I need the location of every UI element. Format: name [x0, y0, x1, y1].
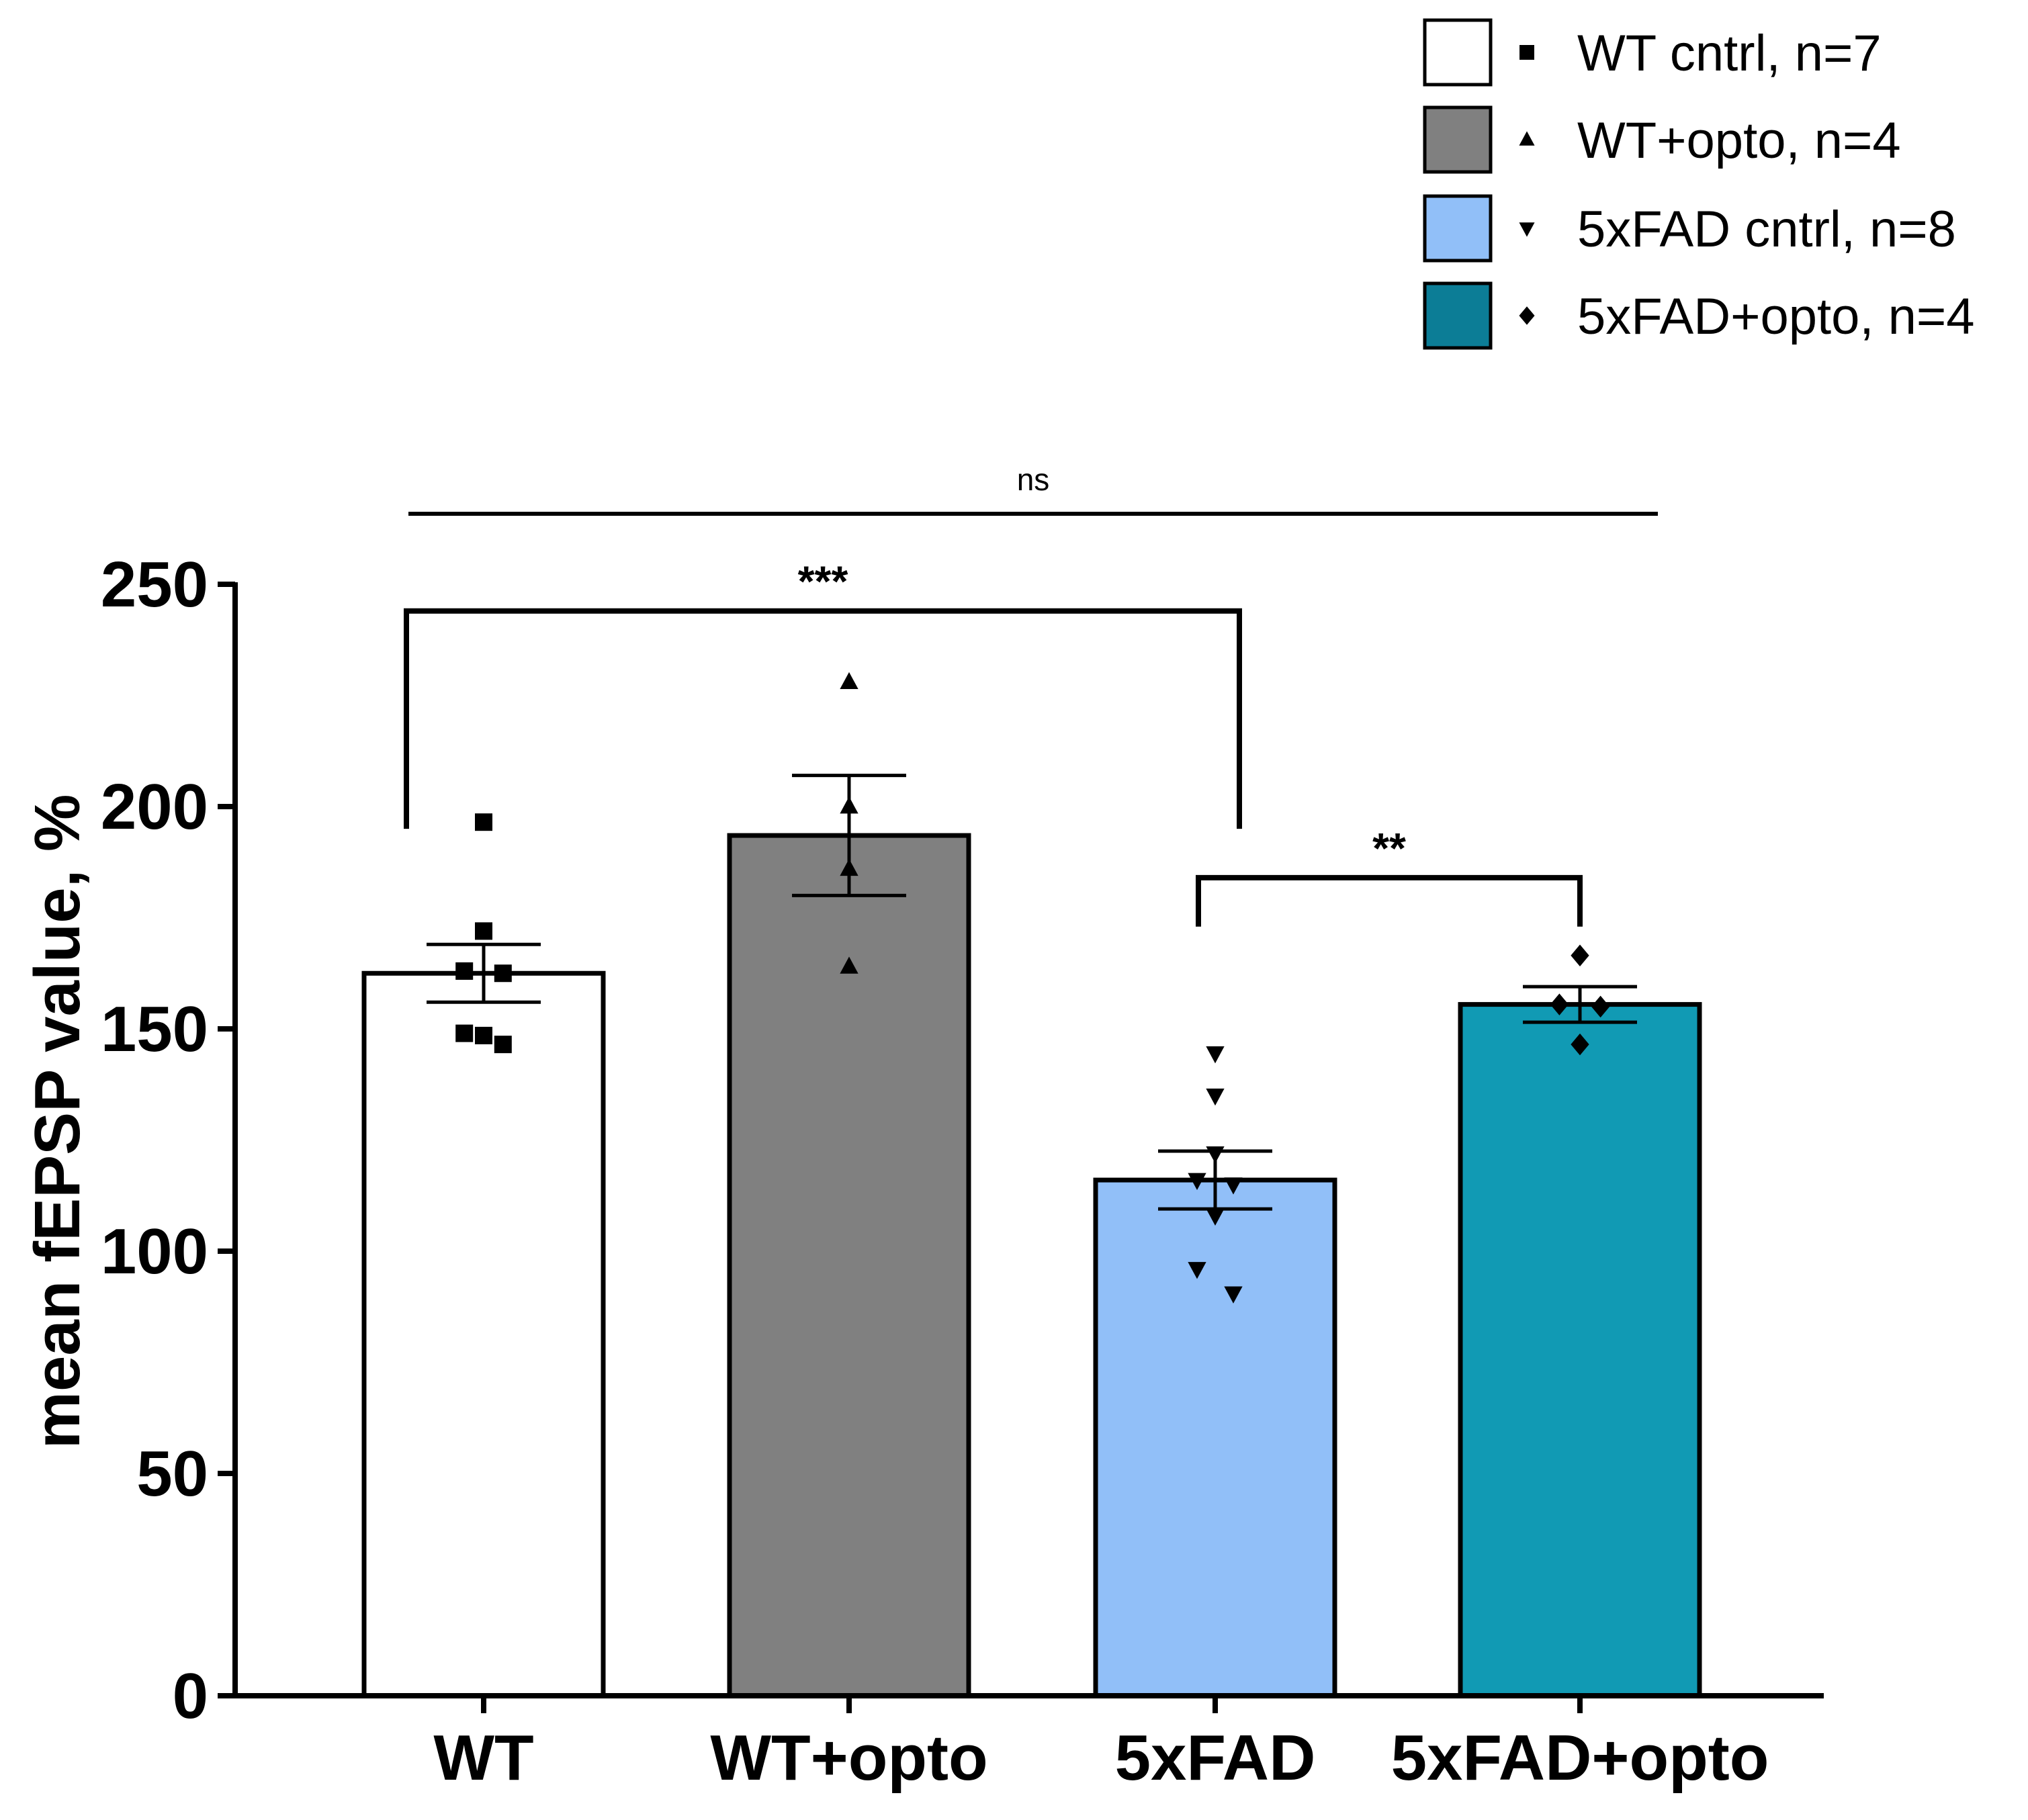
legend-marker-2	[1519, 131, 1535, 146]
data-point-wt-opto	[840, 858, 858, 876]
y-tick-label: 150	[101, 993, 208, 1065]
legend-label-4: 5xFAD+opto, n=4	[1577, 288, 1975, 345]
x-tick-label-5xfad-opto: 5xFAD+opto	[1391, 1722, 1769, 1794]
data-point-wt-opto	[840, 797, 858, 814]
significance-label: ***	[798, 557, 848, 606]
significance-bracket	[1196, 874, 1583, 927]
legend-label-1: WT cntrl, n=7	[1577, 25, 1882, 82]
legend-swatch-4	[1423, 281, 1493, 350]
data-point-5xfad	[1206, 1208, 1225, 1226]
legend: WT cntrl, n=7 WT+opto, n=4 5xFAD cntrl, n=…	[1423, 18, 1975, 350]
x-tick-label-5xfad: 5xFAD	[1115, 1722, 1316, 1794]
bar-5xfad	[1093, 1177, 1337, 1698]
data-point-wt-opto	[840, 956, 858, 974]
legend-marker-1	[1519, 45, 1534, 60]
legend-swatch-2	[1423, 105, 1493, 174]
data-point-5xfad-opto	[1591, 995, 1610, 1018]
y-axis-label: mean fEPSP value, %	[21, 794, 93, 1449]
y-tick-label: 250	[101, 549, 208, 621]
legend-marker-3	[1519, 222, 1535, 237]
y-tick-label: 50	[136, 1438, 208, 1510]
data-point-5xfad	[1188, 1173, 1206, 1191]
data-point-wt-opto	[840, 672, 858, 690]
data-point-wt	[455, 1024, 474, 1042]
data-point-wt	[494, 964, 512, 983]
legend-swatch-3	[1423, 194, 1493, 263]
y-tick-label: 100	[101, 1216, 208, 1287]
data-point-wt	[475, 922, 492, 940]
significance-annotations: ns*****	[404, 462, 1658, 927]
ns-label: ns	[1017, 462, 1050, 497]
data-point-5xfad	[1206, 1146, 1225, 1164]
data-points	[455, 672, 1610, 1304]
legend-swatch-1	[1423, 18, 1493, 87]
data-point-wt	[475, 813, 492, 831]
data-point-5xfad-opto	[1550, 993, 1569, 1015]
data-point-5xfad-opto	[1571, 944, 1589, 967]
bars	[361, 833, 1702, 1698]
data-point-wt	[455, 962, 474, 980]
x-tick-label-wt-opto: WT+opto	[710, 1722, 987, 1794]
x-tick-label-wt: WT	[433, 1722, 533, 1794]
data-point-wt	[494, 1036, 512, 1054]
data-point-wt	[475, 1026, 492, 1044]
y-tick-label: 200	[101, 771, 208, 843]
data-point-5xfad	[1224, 1177, 1243, 1195]
error-bars	[427, 774, 1637, 1211]
significance-label: **	[1372, 824, 1406, 872]
data-point-5xfad	[1206, 1046, 1225, 1064]
y-tick-label: 0	[173, 1660, 208, 1732]
data-point-5xfad-opto	[1571, 1033, 1589, 1056]
legend-label-2: WT+opto, n=4	[1577, 112, 1901, 169]
bar-wt	[361, 970, 606, 1698]
significance-bracket	[404, 608, 1242, 829]
bar-5xfad-opto	[1458, 1002, 1702, 1698]
data-point-5xfad	[1188, 1262, 1206, 1279]
legend-label-3: 5xFAD cntrl, n=8	[1577, 201, 1956, 258]
axes: 0 50 100 150 200 250 WT WT+opto 5xFAD 5xFAD+opto	[101, 549, 1824, 1794]
data-point-5xfad	[1206, 1088, 1225, 1106]
legend-marker-4	[1519, 306, 1535, 325]
data-point-5xfad	[1224, 1286, 1243, 1304]
